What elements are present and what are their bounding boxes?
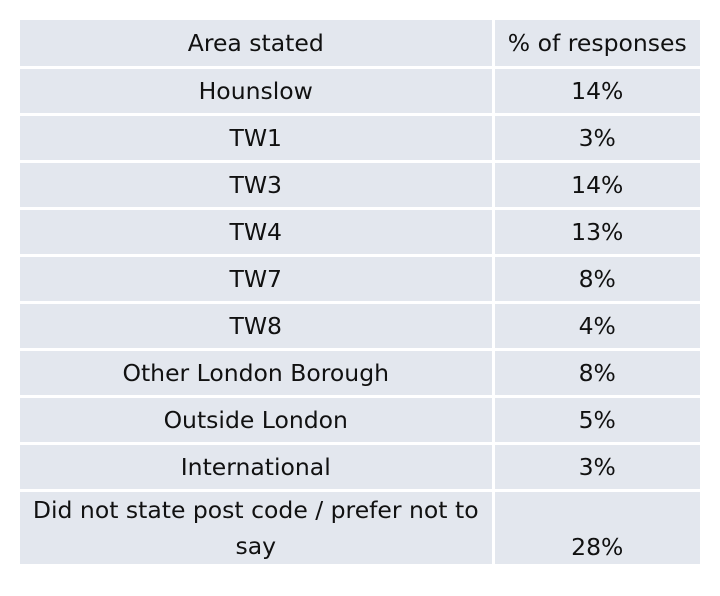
- area-cell: TW7: [20, 255, 495, 304]
- area-cell: Did not state post code / prefer not to …: [20, 490, 495, 564]
- area-cell: TW3: [20, 161, 495, 210]
- percent-cell: 8%: [493, 255, 700, 304]
- table-row: Outside London 5%: [20, 396, 700, 445]
- area-cell: Outside London: [20, 396, 495, 445]
- table-row: Hounslow 14%: [20, 67, 700, 116]
- header-percent-of-responses: % of responses: [493, 20, 700, 69]
- table-row: Did not state post code / prefer not to …: [20, 490, 700, 564]
- percent-cell: 3%: [493, 114, 700, 163]
- area-cell: TW1: [20, 114, 495, 163]
- percent-cell: 14%: [493, 161, 700, 210]
- table-container: Area stated % of responses Hounslow 14% …: [20, 20, 700, 564]
- responses-table: Area stated % of responses Hounslow 14% …: [20, 20, 700, 564]
- area-cell: TW8: [20, 302, 495, 351]
- table-row: TW8 4%: [20, 302, 700, 351]
- percent-cell: 5%: [493, 396, 700, 445]
- area-cell: Other London Borough: [20, 349, 495, 398]
- percent-cell: 8%: [493, 349, 700, 398]
- table-row: International 3%: [20, 443, 700, 492]
- table-row: TW7 8%: [20, 255, 700, 304]
- percent-cell: 13%: [493, 208, 700, 257]
- table-row: Other London Borough 8%: [20, 349, 700, 398]
- percent-cell: 4%: [493, 302, 700, 351]
- percent-cell: 14%: [493, 67, 700, 116]
- area-cell: TW4: [20, 208, 495, 257]
- table-row: TW1 3%: [20, 114, 700, 163]
- percent-cell: 3%: [493, 443, 700, 492]
- header-row: Area stated % of responses: [20, 20, 700, 69]
- percent-cell: 28%: [493, 490, 700, 564]
- area-cell: International: [20, 443, 495, 492]
- table-row: TW4 13%: [20, 208, 700, 257]
- table-row: TW3 14%: [20, 161, 700, 210]
- header-area-stated: Area stated: [20, 20, 495, 69]
- area-cell: Hounslow: [20, 67, 495, 116]
